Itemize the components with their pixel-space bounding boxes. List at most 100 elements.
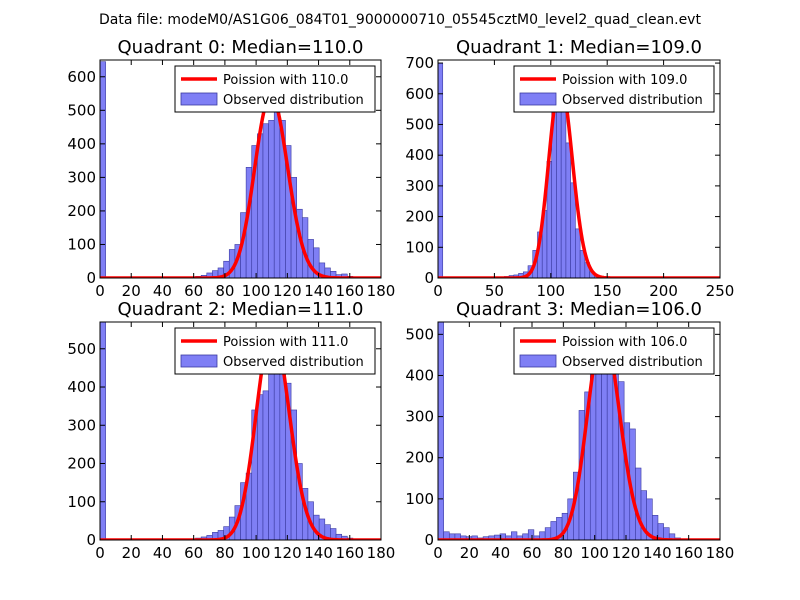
y-tick-label: 200	[405, 208, 434, 226]
axes-frame	[99, 59, 382, 279]
y-tick-label: 500	[405, 325, 434, 343]
y-tick-label: 100	[405, 238, 434, 256]
x-tick-label: 40	[153, 282, 172, 300]
y-tick-label: 400	[405, 146, 434, 164]
x-tick-label: 250	[706, 282, 735, 300]
x-tick-label: 60	[184, 544, 203, 562]
x-tick-label: 150	[593, 282, 622, 300]
y-tick-label: 600	[405, 85, 434, 103]
histogram-bar	[668, 533, 676, 540]
x-tick-label: 120	[612, 544, 641, 562]
x-tick-label: 50	[485, 282, 504, 300]
x-tick-label: 80	[215, 544, 234, 562]
panel-quadrant-1: 0 50 100 150 200 250 0 100 200 300 400 500 600 700 Qua…	[405, 37, 734, 300]
legend-bar-swatch	[180, 92, 218, 106]
legend: Poission with 110.0 Observed distribution	[174, 65, 376, 113]
legend: Poission with 109.0 Observed distribution	[513, 65, 715, 113]
y-tick-label: 500	[67, 340, 96, 358]
histogram-bar	[273, 354, 281, 540]
legend: Poission with 111.0 Observed distribution	[174, 327, 376, 375]
legend-bar-swatch	[519, 92, 557, 106]
plot-area	[438, 62, 720, 278]
legend-bar-swatch	[180, 354, 218, 368]
x-tick-label: 140	[643, 544, 672, 562]
y-tick-label: 400	[405, 366, 434, 384]
legend-bar-label: Observed distribution	[562, 93, 703, 108]
histogram-bar	[556, 90, 562, 278]
y-tick-label: 0	[86, 269, 96, 287]
histogram-bar	[438, 322, 444, 540]
y-tick-label: 0	[424, 531, 434, 549]
legend-line-label: Poission with 106.0	[562, 335, 687, 350]
histogram-bar	[635, 467, 642, 540]
y-tick-label: 300	[67, 168, 96, 186]
x-tick-label: 140	[304, 544, 333, 562]
histogram-bar	[262, 390, 269, 540]
legend-line-label: Poission with 109.0	[562, 73, 687, 88]
x-tick-label: 80	[215, 282, 234, 300]
x-tick-label: 120	[273, 282, 302, 300]
y-tick-label: 100	[405, 490, 434, 508]
y-tick-label: 400	[67, 378, 96, 396]
histogram-bar	[438, 62, 444, 278]
panel-quadrant-3: 0 20 40 60 80 100 120 140 160 1800100200300400500…	[405, 299, 734, 562]
x-tick-label: 120	[273, 544, 302, 562]
x-tick-label: 80	[554, 544, 573, 562]
x-tick-label: 100	[536, 282, 565, 300]
x-tick-label: 180	[706, 544, 735, 562]
x-tick-label: 20	[122, 544, 141, 562]
histogram-bar	[257, 394, 264, 540]
figure-suptitle: Data file: modeM0/AS1G06_084T01_90000007…	[99, 12, 701, 28]
plot-area	[100, 322, 381, 540]
axes-frame	[437, 59, 721, 279]
legend-bar-label: Observed distribution	[562, 355, 703, 370]
x-tick-label: 100	[580, 544, 609, 562]
y-tick-label: 200	[67, 455, 96, 473]
histogram-bar	[268, 365, 275, 540]
legend-line-label: Poission with 111.0	[223, 335, 348, 350]
y-tick-label: 100	[67, 235, 96, 253]
panel-quadrant-0: 0 20 40 60 80 100 120 140 160 1800100200300400500…	[67, 37, 395, 300]
x-tick-label: 60	[522, 544, 541, 562]
y-tick-label: 200	[405, 449, 434, 467]
x-tick-label: 0	[95, 544, 105, 562]
legend-bar-swatch	[519, 354, 557, 368]
poisson-curve	[100, 93, 381, 278]
histogram-bar	[307, 239, 314, 278]
x-tick-label: 20	[122, 282, 141, 300]
y-tick-label: 500	[67, 101, 96, 119]
x-tick-label: 180	[367, 282, 396, 300]
panel-title: Quadrant 3: Median=106.0	[456, 299, 702, 320]
x-tick-label: 100	[242, 282, 271, 300]
histogram-bar	[565, 142, 571, 278]
legend: Poission with 106.0 Observed distribution	[513, 327, 715, 375]
axes-frame	[437, 321, 721, 541]
x-tick-label: 20	[460, 544, 479, 562]
histogram-bar	[262, 123, 269, 278]
y-tick-label: 0	[424, 269, 434, 287]
y-tick-label: 300	[405, 408, 434, 426]
x-tick-label: 100	[242, 544, 271, 562]
panel-title: Quadrant 1: Median=109.0	[456, 37, 702, 58]
panel-title: Quadrant 0: Median=110.0	[118, 37, 364, 58]
y-tick-label: 700	[405, 54, 434, 72]
y-tick-label: 400	[67, 135, 96, 153]
y-tick-label: 300	[67, 416, 96, 434]
x-tick-label: 160	[335, 544, 364, 562]
x-tick-label: 60	[184, 282, 203, 300]
histogram-bar	[595, 348, 602, 540]
legend-bar-label: Observed distribution	[223, 355, 364, 370]
poisson-curve	[438, 81, 720, 278]
chart-panels: 0 20 40 60 80 100 120 140 160 1800100200300400500…	[67, 37, 734, 562]
histogram-bar	[100, 322, 106, 540]
x-tick-label: 0	[433, 282, 443, 300]
y-tick-label: 500	[405, 115, 434, 133]
x-tick-label: 0	[95, 282, 105, 300]
y-tick-label: 600	[67, 68, 96, 86]
x-tick-label: 0	[433, 544, 443, 562]
x-tick-label: 160	[335, 282, 364, 300]
x-tick-label: 200	[649, 282, 678, 300]
x-tick-label: 40	[153, 544, 172, 562]
x-tick-label: 140	[304, 282, 333, 300]
